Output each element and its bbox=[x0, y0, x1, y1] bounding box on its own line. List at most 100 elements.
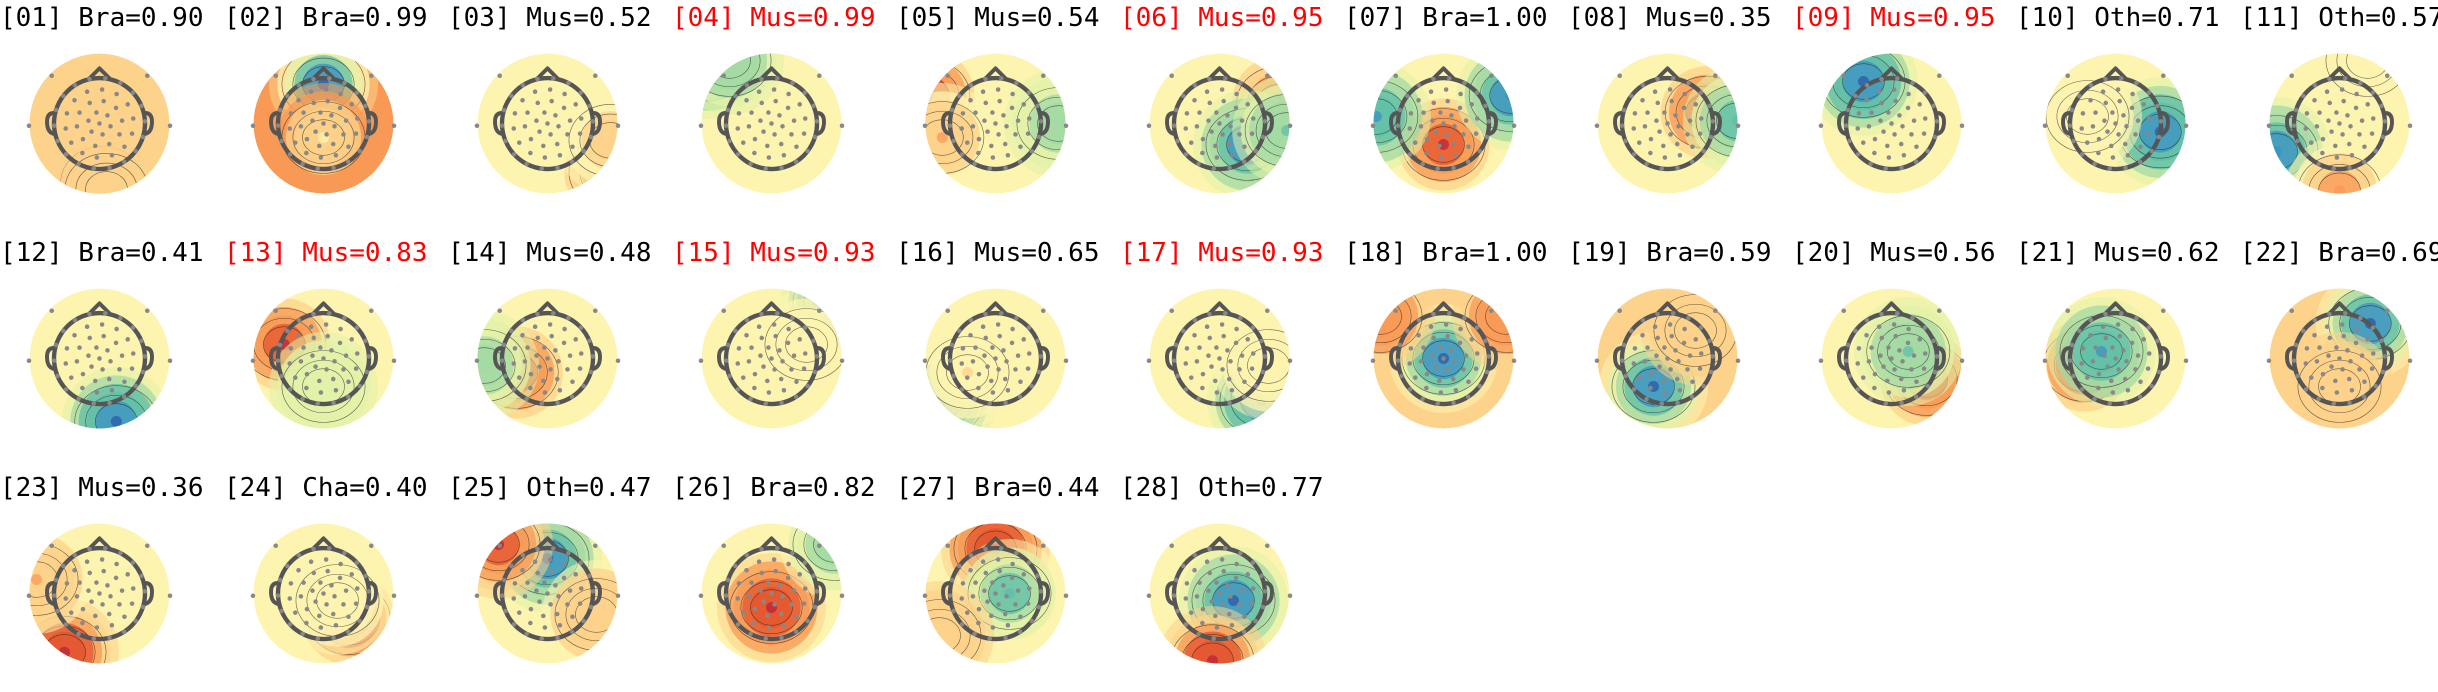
sensor-dot bbox=[558, 388, 563, 393]
sensor-dot bbox=[2146, 131, 2151, 136]
sensor-dot bbox=[87, 547, 92, 552]
sensor-dot bbox=[1922, 366, 1927, 371]
sensor-dot bbox=[996, 557, 1001, 562]
sensor-dot bbox=[1640, 98, 1645, 103]
sensor-dot bbox=[2333, 144, 2338, 149]
sensor-dot bbox=[976, 151, 981, 156]
sensor-dot bbox=[94, 110, 99, 115]
sensor-dot bbox=[2354, 92, 2359, 97]
sensor-dot bbox=[304, 621, 309, 626]
sensor-dot bbox=[500, 123, 505, 128]
sensor-dot bbox=[100, 367, 105, 372]
sensor-dot bbox=[1846, 108, 1851, 113]
sensor-dot bbox=[502, 578, 507, 583]
sensor-dot bbox=[1483, 339, 1488, 344]
sensor-dot bbox=[2321, 372, 2326, 377]
sensor-dot bbox=[1013, 367, 1018, 372]
sensor-dot bbox=[305, 137, 310, 142]
sensor-dot bbox=[981, 559, 986, 564]
sensor-dot bbox=[299, 359, 304, 364]
sensor-dot bbox=[317, 614, 322, 619]
topomap bbox=[2252, 271, 2427, 446]
sensor-dot bbox=[1200, 151, 1205, 156]
sensor-dot bbox=[570, 144, 575, 149]
sensor-dot bbox=[97, 121, 102, 126]
sensor-dot bbox=[2130, 92, 2135, 97]
component-cell: [01] Bra=0.90 bbox=[0, 0, 224, 222]
sensor-dot bbox=[2309, 375, 2314, 380]
sensor-dot bbox=[1736, 124, 1741, 129]
sensor-dot bbox=[542, 580, 547, 585]
sensor-dot bbox=[355, 560, 360, 565]
sensor-dot bbox=[2105, 364, 2110, 369]
sensor-dot bbox=[566, 316, 571, 321]
sensor-dot bbox=[107, 612, 112, 617]
sensor-dot bbox=[761, 599, 766, 604]
sensor-dot bbox=[1466, 160, 1471, 165]
sensor-dot bbox=[1869, 110, 1874, 115]
sensor-dot bbox=[2320, 151, 2325, 156]
sensor-dot bbox=[1464, 118, 1469, 123]
sensor-dot bbox=[721, 73, 726, 78]
sensor-dot bbox=[1006, 388, 1011, 393]
field-blob-level bbox=[1490, 75, 1531, 116]
sensor-dot bbox=[131, 351, 136, 356]
sensor-dot bbox=[1429, 89, 1434, 94]
component-cell: [26] Bra=0.82 bbox=[672, 470, 896, 692]
sensor-dot bbox=[2077, 329, 2082, 334]
sensor-dot bbox=[355, 90, 360, 95]
sensor-dot bbox=[982, 588, 987, 593]
sensor-dot bbox=[1595, 124, 1600, 129]
sensor-dot bbox=[587, 104, 592, 109]
sensor-dot bbox=[1937, 73, 1942, 78]
sensor-dot bbox=[1220, 602, 1225, 607]
sensor-dot bbox=[525, 345, 530, 350]
sensor-dot bbox=[951, 374, 956, 379]
sensor-dot bbox=[1196, 632, 1201, 637]
sensor-dot bbox=[579, 325, 584, 330]
sensor-dot bbox=[1649, 137, 1654, 142]
sensor-dot bbox=[2379, 339, 2384, 344]
sensor-dot bbox=[1430, 353, 1435, 358]
sensor-dot bbox=[120, 353, 125, 358]
sensor-dot bbox=[2077, 94, 2082, 99]
sensor-dot bbox=[2305, 111, 2310, 116]
sensor-dot bbox=[759, 77, 764, 82]
sensor-dot bbox=[1192, 333, 1197, 338]
sensor-dot bbox=[990, 345, 995, 350]
sensor-dot bbox=[969, 318, 974, 323]
sensor-dot bbox=[521, 83, 526, 88]
sensor-dot bbox=[354, 366, 359, 371]
sensor-dot bbox=[1902, 153, 1907, 158]
sensor-dot bbox=[1225, 113, 1230, 118]
sensor-dot bbox=[1251, 560, 1256, 565]
sensor-dot bbox=[1867, 359, 1872, 364]
sensor-dot bbox=[1655, 336, 1660, 341]
sensor-dot bbox=[802, 601, 807, 606]
sensor-dot bbox=[1487, 119, 1492, 124]
sensor-dot bbox=[765, 614, 770, 619]
sensor-dot bbox=[792, 588, 797, 593]
sensor-dot bbox=[1868, 397, 1873, 402]
sensor-dot bbox=[1200, 621, 1205, 626]
sensor-dot bbox=[2312, 98, 2317, 103]
sensor-dot bbox=[989, 379, 994, 384]
sensor-dot bbox=[593, 73, 598, 78]
sensor-dot bbox=[786, 106, 791, 111]
component-cell: [08] Mus=0.35 bbox=[1568, 0, 1792, 222]
sensor-dot bbox=[1201, 372, 1206, 377]
sensor-dot bbox=[1010, 106, 1015, 111]
sensor-dot bbox=[2068, 358, 2073, 363]
sensor-dot bbox=[562, 106, 567, 111]
topomap bbox=[1356, 36, 1531, 211]
sensor-dot bbox=[2161, 73, 2166, 78]
sensor-dot bbox=[1441, 121, 1446, 126]
sensor-dot bbox=[1029, 619, 1034, 624]
sensor-dot bbox=[273, 73, 278, 78]
sensor-dot bbox=[502, 343, 507, 348]
sensor-dot bbox=[2107, 401, 2112, 406]
sensor-dot bbox=[52, 358, 57, 363]
sensor-dot bbox=[1147, 124, 1152, 129]
sensor-dot bbox=[775, 311, 780, 316]
sensor-dot bbox=[329, 583, 334, 588]
